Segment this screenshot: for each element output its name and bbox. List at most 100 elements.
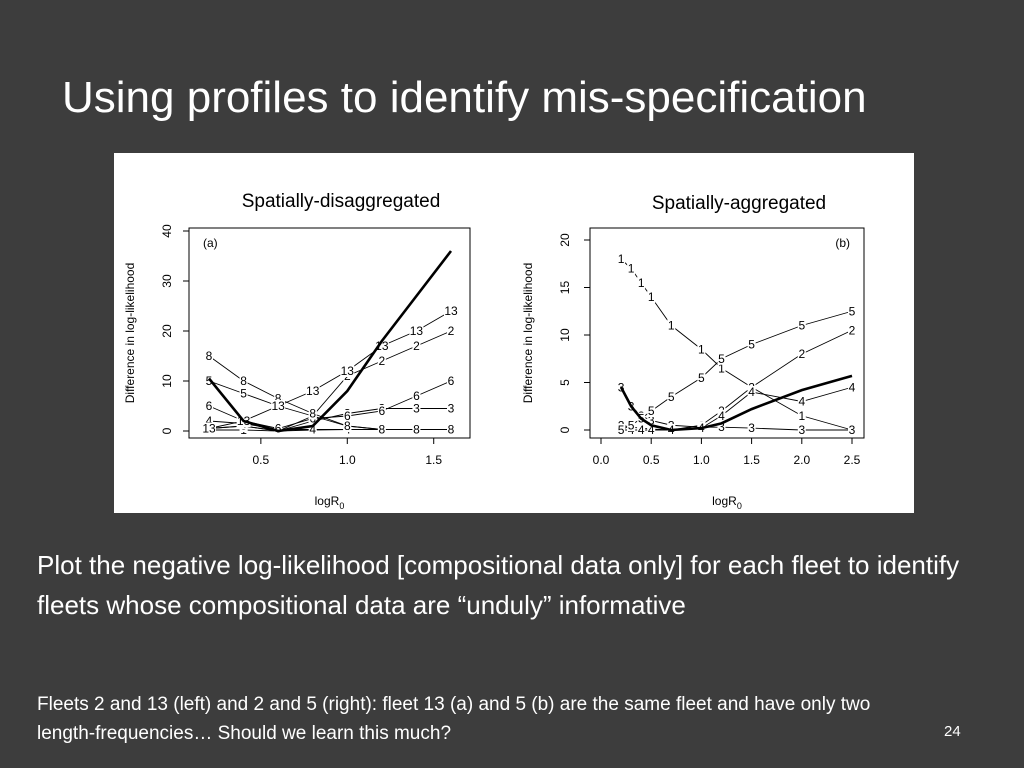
series-marker-bg bbox=[797, 348, 806, 360]
plot-frame bbox=[589, 227, 865, 439]
series-marker-bg bbox=[797, 409, 806, 422]
series-marker-bg bbox=[647, 405, 656, 417]
chart-2: Spatially-aggregated (b) 0.0 0.5 1.0 1.5 2.0 2.… bbox=[521, 193, 865, 511]
series-marker-bg bbox=[308, 423, 317, 436]
series-marker-bg bbox=[848, 324, 856, 337]
series-marker-bg bbox=[374, 340, 389, 352]
series-marker-5: 5 bbox=[798, 319, 805, 333]
series-marker-2: 2 bbox=[413, 339, 420, 353]
series-marker-13: 13 bbox=[444, 304, 458, 318]
x-axis-label-main: logR bbox=[315, 494, 340, 508]
series-marker-5: 5 bbox=[668, 390, 675, 404]
series-line-2 bbox=[620, 329, 853, 431]
series-marker-bg bbox=[412, 423, 421, 436]
x-axis-label-subscript: 0 bbox=[737, 501, 742, 511]
series-marker-bg bbox=[647, 291, 656, 303]
x-axis-label-main: logR bbox=[712, 494, 737, 508]
total-line bbox=[619, 374, 853, 432]
y-tick-label: 20 bbox=[160, 324, 174, 338]
series-marker-bg bbox=[747, 338, 756, 351]
series-marker-bg bbox=[447, 325, 455, 337]
series-marker-2: 2 bbox=[798, 347, 805, 361]
series-marker-1: 1 bbox=[698, 342, 705, 356]
series-marker-bg bbox=[667, 319, 676, 332]
series-marker-bg bbox=[848, 424, 856, 436]
series-marker-bg bbox=[447, 402, 455, 415]
x-tick-label: 2.5 bbox=[844, 453, 861, 467]
series-marker-6: 6 bbox=[344, 409, 351, 423]
series-marker-5: 5 bbox=[206, 374, 213, 388]
figure-svg: Spatially-disaggregated(a)0.5 1.0 1.501020… bbox=[123, 191, 865, 511]
series-marker-bg bbox=[747, 422, 756, 435]
series-marker-bg bbox=[848, 381, 856, 394]
series-marker-13: 13 bbox=[410, 324, 424, 338]
series-marker-bg bbox=[412, 340, 421, 352]
series-marker-bg bbox=[447, 423, 455, 436]
x-tick-label: 2.0 bbox=[793, 453, 810, 467]
series-line-1 bbox=[620, 258, 853, 431]
series-line-4 bbox=[621, 386, 853, 431]
series-marker-6: 6 bbox=[448, 374, 455, 388]
series-marker-6: 6 bbox=[275, 422, 282, 436]
series-marker-3: 3 bbox=[748, 421, 755, 435]
y-tick-label: 5 bbox=[558, 379, 572, 386]
series-marker-5: 5 bbox=[240, 387, 247, 401]
y-tick-label: 30 bbox=[160, 274, 174, 288]
series-marker-13: 13 bbox=[341, 364, 355, 378]
x-axis-label: logR0 bbox=[315, 494, 345, 511]
y-tick-label: 0 bbox=[558, 426, 572, 433]
series-marker-bg bbox=[647, 424, 656, 436]
series-marker-4: 4 bbox=[206, 414, 213, 428]
series-marker-8: 8 bbox=[206, 349, 213, 363]
series-marker-bg bbox=[340, 365, 355, 377]
series-marker-bg bbox=[202, 422, 216, 435]
y-tick-label: 40 bbox=[160, 224, 174, 238]
series-marker-bg bbox=[343, 410, 352, 422]
panel-label: (a) bbox=[203, 236, 218, 250]
series-marker-8: 8 bbox=[344, 419, 351, 433]
chart-title: Spatially-aggregated bbox=[652, 193, 826, 214]
series-marker-4: 4 bbox=[648, 423, 655, 437]
series-marker-1: 1 bbox=[648, 290, 655, 304]
series-marker-8: 8 bbox=[240, 374, 247, 388]
slide-title: Using profiles to identify mis-specifica… bbox=[62, 73, 867, 122]
series-marker-1: 1 bbox=[618, 252, 625, 266]
series-marker-4: 4 bbox=[798, 395, 805, 409]
series-marker-bg bbox=[274, 392, 283, 405]
series-marker-13: 13 bbox=[306, 384, 320, 398]
series-marker-2: 2 bbox=[379, 354, 386, 368]
series-marker-bg bbox=[617, 381, 626, 394]
series-marker-5: 5 bbox=[698, 371, 705, 385]
series-marker-4: 4 bbox=[638, 423, 645, 437]
series-marker-bg bbox=[412, 390, 421, 402]
series-marker-bg bbox=[239, 375, 248, 387]
body-text: Plot the negative log-likelihood [compos… bbox=[37, 550, 960, 620]
series-marker-bg bbox=[717, 352, 726, 365]
y-tick-label: 10 bbox=[160, 374, 174, 388]
series-marker-bg bbox=[717, 362, 726, 375]
series-marker-bg bbox=[717, 421, 726, 434]
series-marker-8: 8 bbox=[275, 392, 282, 406]
series-marker-3: 3 bbox=[798, 423, 805, 437]
series-marker-bg bbox=[239, 387, 248, 400]
series-marker-4: 4 bbox=[309, 423, 316, 437]
x-tick-label: 0.5 bbox=[643, 453, 660, 467]
chart-1: Spatially-disaggregated(a)0.5 1.0 1.501020… bbox=[123, 191, 471, 511]
series-marker-4: 4 bbox=[748, 385, 755, 399]
y-axis-label: Difference in log-likelihood bbox=[521, 263, 535, 404]
series-marker-5: 5 bbox=[648, 404, 655, 418]
series-marker-bg bbox=[697, 343, 706, 356]
series-marker-bg bbox=[377, 423, 386, 436]
series-marker-5: 5 bbox=[748, 338, 755, 352]
series-marker-bg bbox=[627, 262, 636, 275]
series-marker-bg bbox=[747, 386, 756, 398]
series-marker-2: 2 bbox=[448, 324, 455, 338]
series-marker-bg bbox=[697, 371, 706, 384]
series-marker-3: 3 bbox=[648, 414, 655, 428]
series-marker-4: 4 bbox=[849, 380, 856, 394]
x-tick-label: 1.5 bbox=[743, 453, 760, 467]
series-marker-8: 8 bbox=[309, 407, 316, 421]
series-line-3 bbox=[620, 387, 852, 431]
series-marker-6: 6 bbox=[206, 399, 213, 413]
chart-title: Spatially-disaggregated bbox=[242, 191, 441, 212]
